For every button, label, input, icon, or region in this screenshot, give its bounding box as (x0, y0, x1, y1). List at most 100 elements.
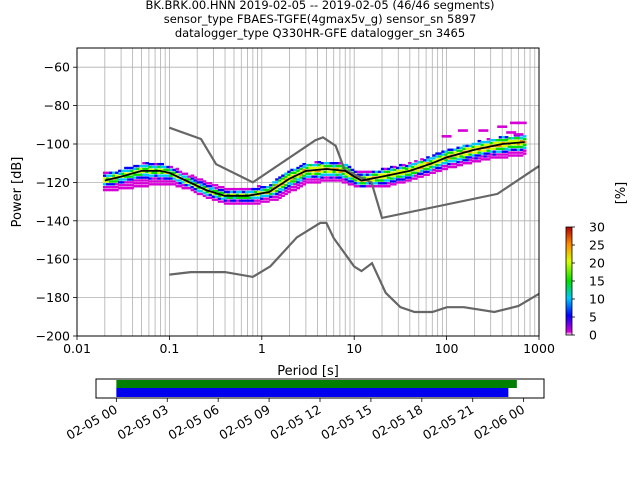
heatmap-bin (296, 186, 300, 190)
heatmap-bin (383, 167, 388, 171)
heatmap-bin (459, 146, 464, 150)
heatmap-bin (260, 188, 264, 192)
heatmap-bin (244, 196, 249, 199)
heatmap-bin (435, 166, 439, 170)
heatmap-bin (465, 144, 470, 148)
heatmap-bin (389, 177, 394, 180)
heatmap-bin (477, 160, 482, 163)
heatmap-bin (211, 198, 216, 201)
heatmap-bin (287, 179, 291, 182)
heatmap-bin (314, 172, 319, 175)
heatmap-bin (284, 192, 288, 196)
heatmap-bin (248, 199, 252, 202)
heatmap-bin (290, 183, 294, 186)
heatmap-bin (471, 142, 476, 146)
heatmap-bin (275, 189, 279, 193)
heatmap-bin (260, 200, 264, 203)
heatmap-bin (383, 179, 388, 182)
heatmap-bin (465, 156, 470, 159)
y-tick-label: −140 (36, 213, 70, 228)
chart-title-line-2: sensor_type FBAES-TGFE(4gmax5v_g) sensor… (163, 12, 477, 26)
heatmap-bin (456, 155, 461, 158)
heatmap-bin (266, 188, 270, 192)
heatmap-bin (281, 183, 285, 186)
heatmap-bin (317, 178, 322, 181)
heatmap-bin (368, 170, 373, 174)
heatmap-bin (468, 162, 473, 165)
heatmap-bin (157, 183, 161, 186)
heatmap-bin (483, 152, 488, 155)
heatmap-bin (202, 194, 207, 198)
heatmap-bin (405, 176, 409, 179)
heatmap-bin (166, 180, 171, 183)
heatmap-bin (489, 138, 494, 142)
heatmap-bin (290, 177, 294, 180)
heatmap-bin (414, 171, 418, 174)
heatmap-bin (426, 164, 430, 168)
heatmap-bin (232, 202, 237, 205)
heatmap-bin (175, 182, 180, 185)
heatmap-bin (302, 180, 306, 183)
heatmap-bin (441, 159, 445, 162)
heatmap-bin (498, 144, 503, 148)
heatmap-bin (290, 188, 294, 192)
heatmap-bin (124, 181, 128, 184)
heatmap-bin (392, 174, 397, 177)
heatmap-bin (405, 173, 409, 176)
y-tick-label: −100 (36, 137, 70, 152)
heatmap-bin (145, 162, 149, 165)
heatmap-bin (244, 187, 249, 191)
heatmap-bin (175, 167, 180, 171)
heatmap-bin (202, 191, 207, 195)
heatmap-bin (420, 161, 424, 164)
heatmap-bin (103, 180, 107, 183)
heatmap-bin (311, 181, 316, 184)
heatmap-bin (323, 162, 328, 165)
heatmap-bin (477, 151, 482, 154)
heatmap-bin (220, 191, 225, 195)
heatmap-bin (326, 173, 331, 176)
heatmap-bin (510, 148, 515, 151)
timeline-tick-label: 02-05 03 (115, 402, 171, 443)
heatmap-bin (275, 192, 279, 196)
heatmap-bin (426, 156, 430, 159)
heatmap-bin (299, 164, 303, 168)
heatmap-bin (374, 170, 379, 174)
heatmap-bin (429, 171, 433, 174)
heatmap-bin (447, 154, 451, 157)
heatmap-bin (474, 157, 479, 160)
heatmap-bin (214, 186, 219, 190)
heatmap-bin (335, 173, 340, 176)
heatmap-bin (501, 136, 506, 139)
heatmap-bin (202, 186, 207, 189)
heatmap-bin (124, 184, 128, 187)
heatmap-bin (124, 175, 128, 178)
heatmap-bin (305, 166, 309, 170)
heatmap-bin (130, 184, 134, 187)
heatmap-bin (214, 195, 219, 198)
heatmap-bin (238, 193, 243, 197)
heatmap-bin (281, 174, 285, 177)
heatmap-bin (456, 158, 461, 161)
heatmap-bin (320, 176, 325, 179)
heatmap-bin (477, 154, 482, 157)
x-tick-label: 1000 (523, 341, 555, 356)
heatmap-bin (244, 190, 249, 194)
heatmap-bin (522, 152, 527, 155)
heatmap-bin (408, 167, 412, 171)
heatmap-bin (486, 152, 491, 155)
heatmap-bin (229, 190, 234, 194)
heatmap-bin (257, 193, 261, 197)
heatmap-bin (275, 178, 279, 181)
heatmap-bin (139, 173, 143, 176)
heatmap-bin (226, 193, 231, 197)
chart-title-line-1: BK.BRK.00.HNN 2019-02-05 -- 2019-02-05 (… (145, 0, 495, 12)
heatmap-bin (438, 169, 442, 173)
heatmap-bin (329, 162, 334, 165)
heatmap-bin (347, 177, 352, 180)
heatmap-bin (235, 187, 240, 191)
heatmap-bin (516, 137, 521, 140)
heatmap-bin (326, 170, 331, 174)
heatmap-bin (456, 161, 461, 164)
heatmap-bin (151, 177, 155, 180)
